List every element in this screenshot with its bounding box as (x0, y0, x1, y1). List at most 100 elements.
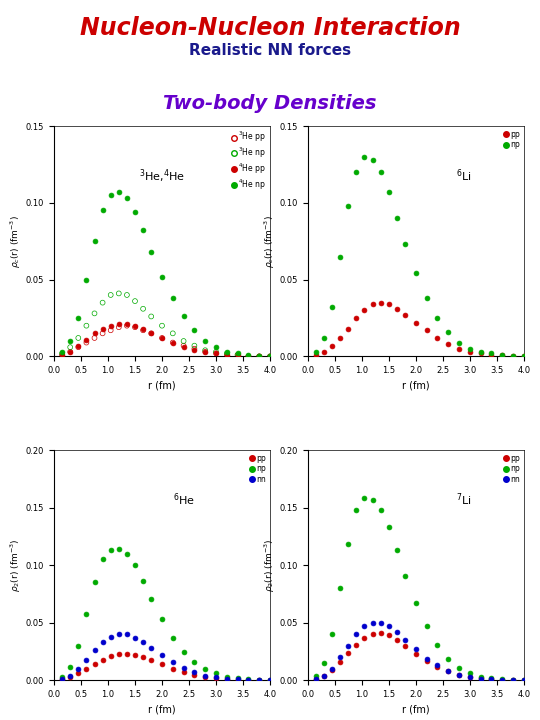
Point (244, 675, 253, 686)
Point (393, 544, 401, 556)
Point (82, 663, 91, 675)
Point (58, 346, 66, 358)
Point (376, 504, 385, 516)
Point (114, 629, 123, 640)
Point (344, 539, 353, 550)
Point (90, 328, 99, 339)
Point (90, 644, 99, 656)
Point (66, 670, 75, 682)
Point (179, 311, 188, 323)
Point (433, 661, 442, 672)
Point (344, 647, 353, 659)
Point (360, 632, 369, 644)
Point (320, 332, 328, 343)
Point (66, 341, 75, 353)
Point (90, 332, 99, 343)
Y-axis label: $\rho_2$(r) (fm$^{-3}$): $\rho_2$(r) (fm$^{-3}$) (262, 539, 277, 592)
Point (168, 292, 177, 304)
Text: $^{6}$Li: $^{6}$Li (456, 168, 471, 184)
Point (255, 351, 264, 362)
Point (168, 632, 177, 644)
Point (168, 663, 177, 675)
Point (266, 351, 274, 362)
Point (106, 320, 115, 331)
Point (411, 644, 420, 655)
Point (82, 654, 91, 665)
Point (190, 343, 199, 354)
Point (433, 639, 442, 650)
Point (147, 311, 156, 323)
Point (312, 673, 320, 685)
Point (82, 608, 91, 619)
Point (393, 303, 401, 315)
Point (476, 348, 485, 359)
Point (519, 675, 528, 686)
Y-axis label: $\rho_2$(r) (fm$^{-3}$): $\rho_2$(r) (fm$^{-3}$) (9, 539, 23, 592)
Point (74, 663, 83, 675)
Point (312, 346, 320, 358)
Point (376, 627, 385, 639)
Point (179, 340, 188, 351)
Point (233, 348, 242, 359)
Point (266, 675, 274, 686)
Point (114, 321, 123, 333)
Point (74, 340, 83, 351)
Point (212, 348, 220, 359)
Point (411, 317, 420, 328)
Point (411, 268, 420, 279)
Text: $^{6}$He: $^{6}$He (173, 492, 194, 508)
Point (465, 671, 474, 683)
Point (74, 312, 83, 324)
Point (433, 312, 442, 324)
Point (444, 653, 453, 665)
Point (212, 348, 220, 359)
Point (131, 559, 139, 571)
Point (90, 235, 99, 247)
Legend: pp, np, nn: pp, np, nn (501, 451, 523, 487)
Point (139, 575, 147, 587)
Point (190, 344, 199, 356)
Point (336, 652, 345, 663)
Point (422, 292, 431, 304)
Point (344, 323, 353, 335)
Point (255, 351, 264, 362)
Point (266, 675, 274, 686)
Point (244, 351, 253, 362)
Point (201, 670, 210, 682)
Point (98, 323, 107, 335)
Point (98, 328, 107, 339)
Y-axis label: $\rho_c$(r) (fm$^{-3}$): $\rho_c$(r) (fm$^{-3}$) (9, 215, 23, 268)
Point (114, 288, 123, 300)
Point (352, 639, 361, 650)
Point (190, 667, 199, 678)
Point (328, 665, 336, 676)
Legend: $^{3}$He pp, $^{3}$He np, $^{4}$He pp, $^{4}$He np: $^{3}$He pp, $^{3}$He np, $^{4}$He pp, $… (229, 127, 269, 195)
Point (98, 636, 107, 648)
Point (444, 665, 453, 677)
Point (212, 672, 220, 684)
Point (320, 657, 328, 669)
Point (222, 349, 231, 361)
Point (465, 667, 474, 679)
Point (328, 302, 336, 313)
Point (123, 629, 131, 640)
Point (444, 338, 453, 350)
Point (114, 544, 123, 555)
Point (336, 332, 345, 343)
Point (233, 675, 242, 686)
Point (131, 321, 139, 333)
Point (509, 675, 517, 686)
Point (58, 673, 66, 685)
Text: Two-body Densities: Two-body Densities (163, 94, 377, 112)
Point (212, 671, 220, 683)
Point (368, 629, 377, 640)
Point (201, 346, 210, 358)
Point (158, 320, 166, 331)
Point (233, 672, 242, 684)
Point (244, 673, 253, 685)
Point (66, 346, 75, 358)
Point (465, 346, 474, 358)
Point (344, 640, 353, 652)
Point (158, 659, 166, 670)
Point (328, 663, 336, 675)
